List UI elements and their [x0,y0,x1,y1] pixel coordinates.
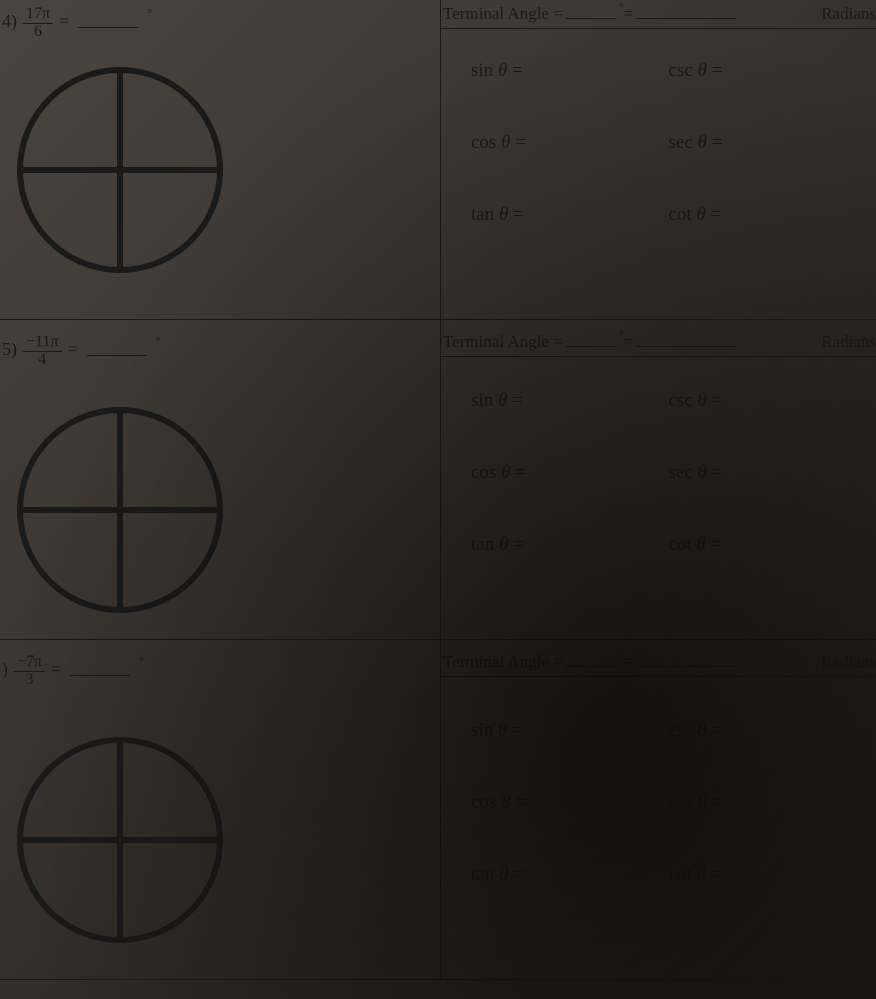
terminal-radian-blank [636,655,736,667]
terminal-degree-blank [566,335,616,347]
sin-cell: sin θ = [471,720,669,742]
problem-row-6: ) −7π 3 = ° Terminal Angle = [0,640,876,980]
csc-cell: csc θ = [669,390,867,412]
problem-number: 4) [2,11,17,32]
cos-cell: cos θ = [471,462,669,484]
cot-cell: cot θ = [669,864,867,886]
equals-sign: = [59,11,69,32]
cos-cell: cos θ = [471,132,669,154]
sin-cell: sin θ = [471,60,669,82]
unit-circle-svg [10,730,230,950]
degree-symbol: ° [147,6,152,21]
cot-cell: cot θ = [669,204,867,226]
angle-fraction: 17π 6 [23,6,53,41]
unit-circle [10,60,230,285]
left-cell: 5) −11π 4 = ° [0,320,440,639]
csc-cell: csc θ = [669,720,867,742]
problem-number: ) [2,659,8,680]
degree-symbol: ° [619,0,624,15]
problem-label: 4) 17π 6 = ° [2,4,152,39]
right-cell: Terminal Angle = ° = Radians sin θ = csc… [441,0,876,319]
terminal-radian-blank [636,335,736,347]
terminal-angle-line: Terminal Angle = ° = Radians [441,332,876,357]
terminal-angle-label: Terminal Angle = [443,652,563,672]
csc-cell: csc θ = [669,60,867,82]
right-cell: Terminal Angle = ° = Radians sin θ = csc… [441,320,876,639]
sin-cell: sin θ = [471,390,669,412]
left-cell: ) −7π 3 = ° [0,640,440,979]
radians-label: Radians [821,652,876,672]
fraction-numerator: 17π [23,6,53,24]
terminal-angle-label: Terminal Angle = [443,332,563,352]
degree-symbol: ° [619,648,624,663]
sec-cell: sec θ = [669,132,867,154]
equals-sign: = [624,652,634,672]
degree-symbol: ° [156,334,161,349]
fraction-denominator: 4 [35,352,49,369]
radians-label: Radians [821,332,876,352]
angle-fraction: −7π 3 [14,654,45,689]
degree-symbol: ° [619,328,624,343]
problem-row-4: 4) 17π 6 = ° Terminal Angle = [0,0,876,320]
trig-grid: sin θ = csc θ = cos θ = sec θ = tan θ = … [471,390,866,556]
trig-grid: sin θ = csc θ = cos θ = sec θ = tan θ = … [471,720,866,886]
terminal-degree-blank [566,7,616,19]
equals-sign: = [68,339,78,360]
terminal-angle-line: Terminal Angle = ° = Radians [441,4,876,29]
problem-label: ) −7π 3 = ° [2,652,144,687]
fraction-numerator: −11π [23,334,62,352]
degree-blank [87,342,147,356]
unit-circle-svg [10,400,230,620]
unit-circle-svg [10,60,230,280]
unit-circle [10,730,230,955]
equals-sign: = [624,4,634,24]
equals-sign: = [624,332,634,352]
fraction-denominator: 6 [31,24,45,41]
degree-blank [70,662,130,676]
cos-cell: cos θ = [471,792,669,814]
terminal-radian-blank [636,7,736,19]
left-cell: 4) 17π 6 = ° [0,0,440,319]
terminal-angle-line: Terminal Angle = ° = Radians [441,652,876,677]
fraction-numerator: −7π [14,654,45,672]
radians-label: Radians [821,4,876,24]
problem-label: 5) −11π 4 = ° [2,332,160,367]
right-cell: Terminal Angle = ° = Radians sin θ = csc… [441,640,876,979]
angle-fraction: −11π 4 [23,334,62,369]
tan-cell: tan θ = [471,534,669,556]
degree-blank [78,14,138,28]
sec-cell: sec θ = [669,462,867,484]
tan-cell: tan θ = [471,204,669,226]
cot-cell: cot θ = [669,534,867,556]
degree-symbol: ° [139,654,144,669]
sec-cell: sec θ = [669,792,867,814]
worksheet-page: 4) 17π 6 = ° Terminal Angle = [0,0,876,999]
unit-circle [10,400,230,625]
tan-cell: tan θ = [471,864,669,886]
problem-row-5: 5) −11π 4 = ° Terminal Angle = [0,320,876,640]
terminal-degree-blank [566,655,616,667]
trig-grid: sin θ = csc θ = cos θ = sec θ = tan θ = … [471,60,866,226]
problem-number: 5) [2,339,17,360]
terminal-angle-label: Terminal Angle = [443,4,563,24]
equals-sign: = [51,659,61,680]
fraction-denominator: 3 [23,672,37,689]
